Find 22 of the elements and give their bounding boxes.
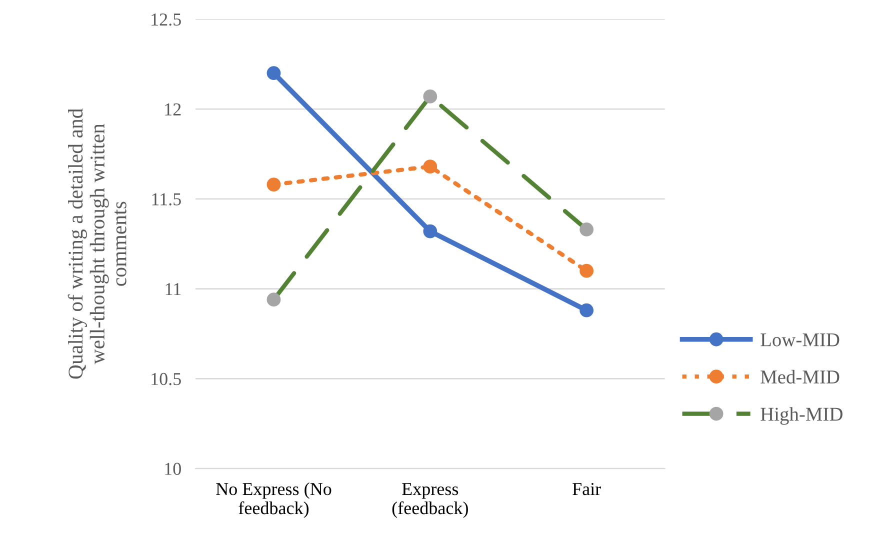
y-tick-label: 12.5	[152, 13, 181, 26]
y-tick-label: 10	[165, 462, 181, 475]
legend-label: Med-MID	[760, 370, 840, 384]
point	[266, 178, 281, 192]
point	[423, 160, 438, 174]
x-tick-label: No Express (No feedback)	[216, 482, 332, 518]
point	[266, 292, 281, 307]
y-tick-label: 10.5	[152, 372, 181, 386]
point	[580, 222, 594, 236]
x-tick-label: Express (feedback)	[392, 483, 468, 518]
legend-label: Low-MID	[760, 333, 840, 346]
point	[266, 66, 281, 80]
legend-label: High-MID	[760, 407, 842, 425]
point	[423, 224, 438, 238]
y-axis-title: Quality of writing a detailed and well-thought through written comments	[68, 108, 126, 379]
y-tick-label: 12	[165, 103, 181, 116]
point	[580, 264, 594, 278]
point	[580, 303, 594, 318]
y-tick-label: 11.5	[152, 193, 181, 206]
x-tick-label: Fair	[572, 483, 601, 496]
y-tick-label: 11	[166, 283, 181, 296]
point	[423, 90, 438, 104]
